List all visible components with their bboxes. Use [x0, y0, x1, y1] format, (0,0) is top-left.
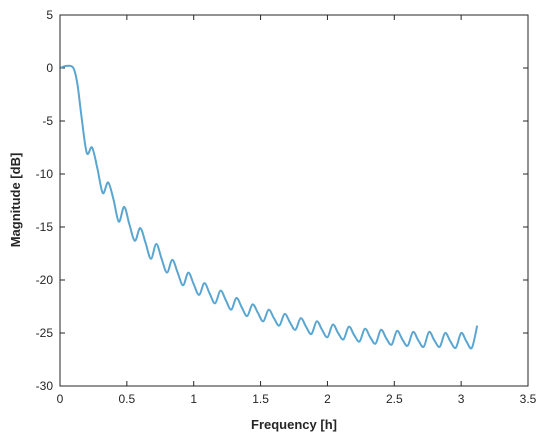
- x-tick-label: 0: [57, 392, 64, 406]
- x-tick-label: 3.5: [520, 392, 537, 406]
- y-tick-label: -30: [36, 379, 54, 393]
- x-tick-label: 1.5: [252, 392, 269, 406]
- plot-background: [60, 15, 528, 386]
- x-tick-label: 2.5: [386, 392, 403, 406]
- y-tick-label: -5: [42, 114, 53, 128]
- x-tick-label: 2: [324, 392, 331, 406]
- y-tick-label: -20: [36, 273, 54, 287]
- y-tick-label: -25: [36, 326, 54, 340]
- y-tick-label: 0: [46, 61, 53, 75]
- series-line-0: [59, 64, 479, 350]
- series-layer: [59, 64, 479, 350]
- y-axis-label: Magnitude [dB]: [8, 153, 23, 248]
- x-axis-label: Frequency [h]: [251, 417, 337, 432]
- plot-frame: [59, 14, 529, 387]
- axis-tick-labels: 0 0.5 1 1.5 2 2.5 3 3.5 5 0 -5 -10 -15 -20 -25 -30: [36, 8, 537, 406]
- y-tick-label: -15: [36, 220, 54, 234]
- y-tick-label: -10: [36, 167, 54, 181]
- x-tick-label: 1: [190, 392, 197, 406]
- x-tick-label: 0.5: [119, 392, 136, 406]
- y-tick-label: 5: [46, 8, 53, 22]
- x-tick-label: 3: [458, 392, 465, 406]
